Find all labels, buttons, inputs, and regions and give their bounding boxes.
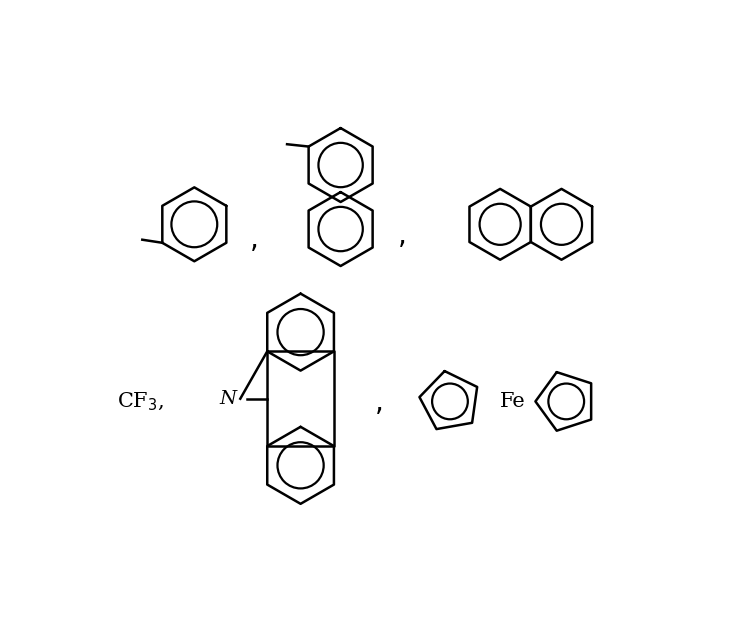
Text: ,: , [375, 389, 384, 417]
Text: ,: , [398, 222, 406, 250]
Text: CF$_3$,: CF$_3$, [118, 391, 165, 412]
Text: ,: , [250, 226, 259, 254]
Text: Fe: Fe [500, 392, 525, 411]
Text: N: N [219, 390, 236, 408]
